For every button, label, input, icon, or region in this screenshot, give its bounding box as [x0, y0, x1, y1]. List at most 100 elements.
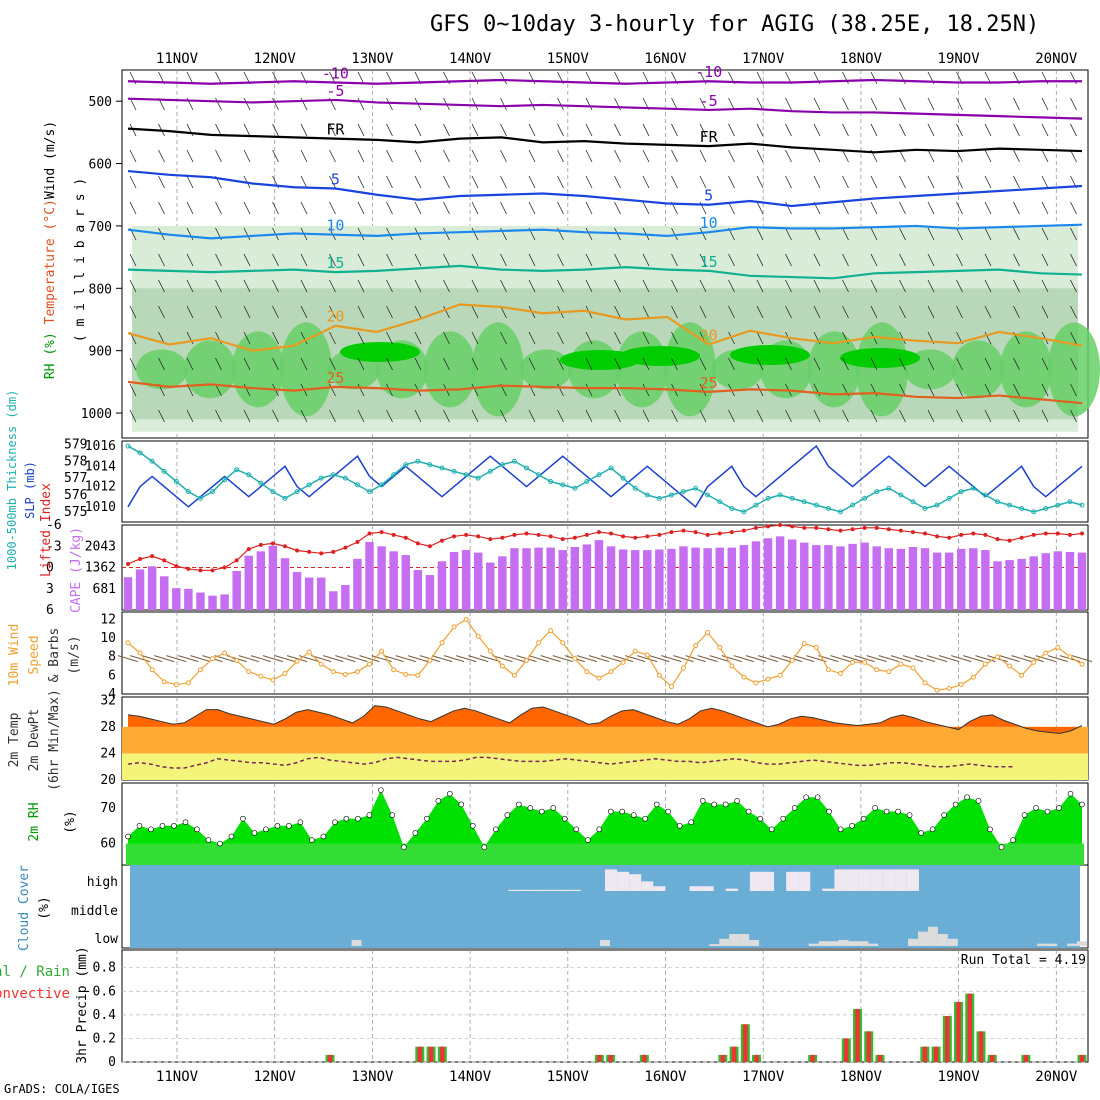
wind-barb-10m [323, 655, 344, 663]
wind-barb-10m [178, 655, 199, 663]
cloud-low-bar [749, 940, 760, 946]
cape-bar [353, 558, 362, 610]
wind-barb [728, 201, 735, 215]
thickness-point [801, 499, 807, 505]
cape-bar [751, 541, 761, 610]
wind-barb [357, 201, 365, 215]
wind-barb-10m [673, 655, 694, 663]
rh2m-point [1044, 808, 1051, 815]
wind-barb [956, 383, 963, 397]
rh2m-point [1033, 805, 1039, 811]
wind-barb [1013, 383, 1020, 397]
li-point [186, 566, 191, 571]
cape-bar [196, 592, 205, 610]
wind-barb [614, 123, 621, 137]
wind-point [632, 648, 638, 654]
contour-label: 10 [326, 217, 344, 235]
cape-bar [244, 555, 253, 610]
cape-bar [1005, 560, 1014, 610]
wind-point [536, 640, 542, 646]
wind-barb [158, 149, 165, 163]
temp-tick: 28 [100, 720, 116, 735]
thickness-point [354, 482, 360, 488]
wind-barb [443, 357, 450, 371]
wind-barb [614, 409, 621, 423]
panel-frame-cross [121, 69, 1089, 439]
wind-barb [699, 175, 707, 189]
wind-barb [1013, 175, 1020, 189]
wind-barb [186, 409, 194, 423]
wind-barb [528, 409, 536, 423]
wind-barb [129, 383, 137, 397]
precip-convective-bar [440, 1046, 445, 1062]
li-point [971, 531, 976, 536]
li-point [983, 532, 988, 537]
rh2m-point [309, 837, 315, 843]
thickness-point [415, 458, 421, 464]
thickness-point [596, 472, 602, 478]
precip-convective-bar [720, 1054, 726, 1062]
thickness-point [825, 506, 831, 511]
wind-barb [671, 409, 678, 423]
wind-barb [756, 123, 764, 137]
precip-tick: 0.2 [93, 1031, 116, 1046]
wind-barb [1013, 149, 1020, 163]
wind-barb [557, 331, 564, 345]
wind-barb [414, 331, 422, 345]
date-label-top: 11NOV [156, 51, 199, 67]
precip-convective-bar [956, 1001, 961, 1062]
li-point [778, 523, 783, 527]
wind-barb [728, 149, 735, 163]
thickness-point [874, 489, 880, 495]
thickness-tick: 577 [64, 471, 87, 486]
wind-barb [842, 409, 849, 423]
wind-barb-10m [637, 655, 658, 663]
thickness-point [1055, 502, 1061, 508]
wind-barb-10m [468, 655, 489, 663]
rh2m-point [814, 794, 821, 801]
rh-saturated-cell [840, 348, 920, 368]
contour-label: 20 [700, 326, 718, 344]
wind-barb [158, 409, 165, 423]
cape-bar [920, 548, 930, 610]
wind-barb [557, 383, 564, 397]
rh2m-point [401, 844, 407, 850]
rh2m-point [205, 837, 212, 843]
wind-point [970, 674, 976, 680]
wind-point [1031, 659, 1037, 665]
li-tick: 3 [46, 582, 54, 597]
rh2m-point [734, 798, 740, 804]
wind-point [644, 652, 650, 658]
rh2m-point [653, 801, 660, 808]
wind-barb-10m [347, 655, 368, 663]
wind-barb [899, 383, 906, 397]
wind-barb-10m [685, 655, 706, 663]
wind-point [584, 669, 590, 675]
rh-moist-cell [424, 331, 476, 408]
cross-section-yunit: ( m i l l i b a r s ) [73, 178, 88, 342]
wind-point [511, 672, 517, 678]
cloud-high-bar [894, 869, 907, 891]
wind-barb-10m [939, 655, 960, 663]
rh2m-point [768, 826, 775, 833]
wind-barb [500, 279, 507, 293]
wind-point [608, 669, 614, 675]
li-point [307, 549, 312, 554]
wind-point [717, 644, 723, 650]
wind-barb [899, 305, 906, 319]
wind-point [548, 628, 554, 634]
li-point [367, 531, 372, 536]
temp-contour [127, 169, 1083, 208]
wind-barb [243, 149, 251, 163]
wind-barb [557, 201, 564, 215]
wind-barb [842, 279, 849, 293]
thickness-point [222, 477, 228, 483]
wind-barb [956, 175, 963, 189]
wind-point [403, 671, 409, 677]
li-point [826, 527, 831, 532]
thickness-point [584, 479, 590, 484]
wind-barb [215, 279, 222, 293]
wind-barb [1013, 305, 1020, 319]
wind-barb [528, 357, 536, 371]
li-point [850, 527, 855, 532]
